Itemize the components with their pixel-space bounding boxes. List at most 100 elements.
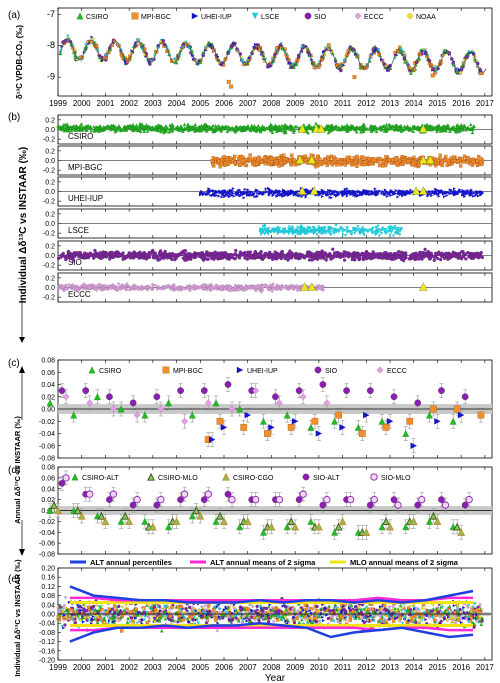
data-point — [171, 252, 175, 257]
data-point — [383, 163, 388, 168]
data-point — [263, 251, 268, 256]
data-point — [377, 48, 381, 52]
x-tick-label: 2009 — [286, 99, 304, 108]
data-point — [213, 123, 218, 128]
x-tick-label: 2014 — [405, 99, 423, 108]
legend-marker-eccc — [354, 12, 362, 20]
data-point — [417, 163, 421, 167]
data-point — [391, 234, 395, 238]
x-tick-label: 2013 — [381, 99, 399, 108]
y-tick-label: 0.0 — [45, 127, 55, 134]
data-point — [371, 158, 375, 162]
data-point — [472, 251, 476, 256]
data-point — [211, 156, 215, 160]
data-point — [118, 253, 122, 257]
data-point — [144, 122, 149, 127]
data-point — [415, 257, 420, 261]
outlier-point — [229, 84, 234, 89]
x-tick-label: 2016 — [452, 99, 470, 108]
data-point — [270, 257, 275, 262]
data-point — [345, 194, 349, 198]
y-tick-label: -0.2 — [43, 295, 55, 302]
data-point — [331, 247, 335, 251]
data-point — [262, 155, 267, 160]
data-point — [249, 254, 253, 258]
data-point — [429, 251, 433, 255]
data-point — [446, 158, 450, 162]
y-tick-label: 0.2 — [45, 243, 55, 250]
data-point — [283, 157, 288, 161]
data-point — [164, 123, 168, 128]
subpanel-label: UHEI-IUP — [68, 194, 103, 203]
data-point — [238, 163, 242, 167]
data-point — [342, 258, 347, 262]
x-tick-label: 2002 — [120, 99, 138, 108]
panel-letter: (a) — [8, 10, 20, 21]
data-point — [257, 254, 262, 258]
subpanel-uhei-iup: 0.20.0-0.2 UHEI-IUP — [43, 176, 493, 207]
data-point — [232, 160, 237, 165]
data-point — [279, 250, 284, 254]
data-point — [388, 64, 392, 68]
data-point — [203, 253, 208, 257]
data-point — [440, 160, 445, 164]
data-point — [77, 251, 82, 255]
data-point — [72, 254, 76, 259]
data-point — [406, 159, 410, 163]
data-point — [132, 250, 136, 254]
data-point — [452, 187, 456, 191]
data-point — [166, 256, 170, 260]
data-point — [148, 62, 152, 66]
data-point — [197, 59, 202, 63]
data-point — [391, 157, 395, 162]
data-point — [409, 71, 413, 75]
data-point — [471, 159, 476, 164]
data-point — [104, 54, 108, 58]
data-point — [288, 159, 292, 163]
data-point — [219, 162, 224, 166]
noaa-marker — [418, 186, 428, 195]
data-point — [368, 252, 372, 257]
data-point — [194, 255, 198, 259]
data-point — [98, 123, 102, 128]
data-point — [392, 252, 396, 256]
data-point — [320, 194, 324, 198]
data-point — [355, 164, 359, 169]
data-point — [461, 252, 466, 256]
data-point — [105, 253, 109, 257]
legend-marker-csiro — [76, 12, 84, 20]
data-point — [340, 230, 344, 234]
data-point — [199, 123, 204, 128]
data-point — [223, 161, 227, 166]
data-point — [73, 55, 78, 60]
data-point — [250, 157, 254, 161]
data-point — [479, 157, 483, 161]
data-point — [253, 42, 258, 47]
data-point — [231, 187, 235, 191]
data-point — [250, 123, 254, 128]
data-point — [135, 39, 140, 43]
data-point — [279, 161, 284, 166]
data-point — [363, 160, 367, 164]
data-point — [437, 194, 441, 198]
data-point — [325, 253, 329, 257]
data-point — [303, 154, 307, 159]
data-point — [428, 189, 432, 193]
data-point — [197, 254, 202, 259]
data-point — [341, 233, 345, 237]
data-point — [368, 161, 373, 166]
data-point — [290, 153, 294, 157]
data-point — [411, 161, 416, 166]
data-point — [220, 255, 224, 259]
y-tick-label: -0.2 — [43, 231, 55, 238]
y-tick-label: 0.2 — [45, 211, 55, 218]
data-point — [267, 161, 271, 166]
data-point — [399, 123, 403, 128]
data-point — [252, 123, 257, 128]
legend-marker-sio — [304, 12, 312, 20]
data-point — [80, 255, 84, 259]
data-point — [478, 160, 483, 164]
data-point — [127, 253, 131, 257]
data-point — [339, 252, 343, 256]
